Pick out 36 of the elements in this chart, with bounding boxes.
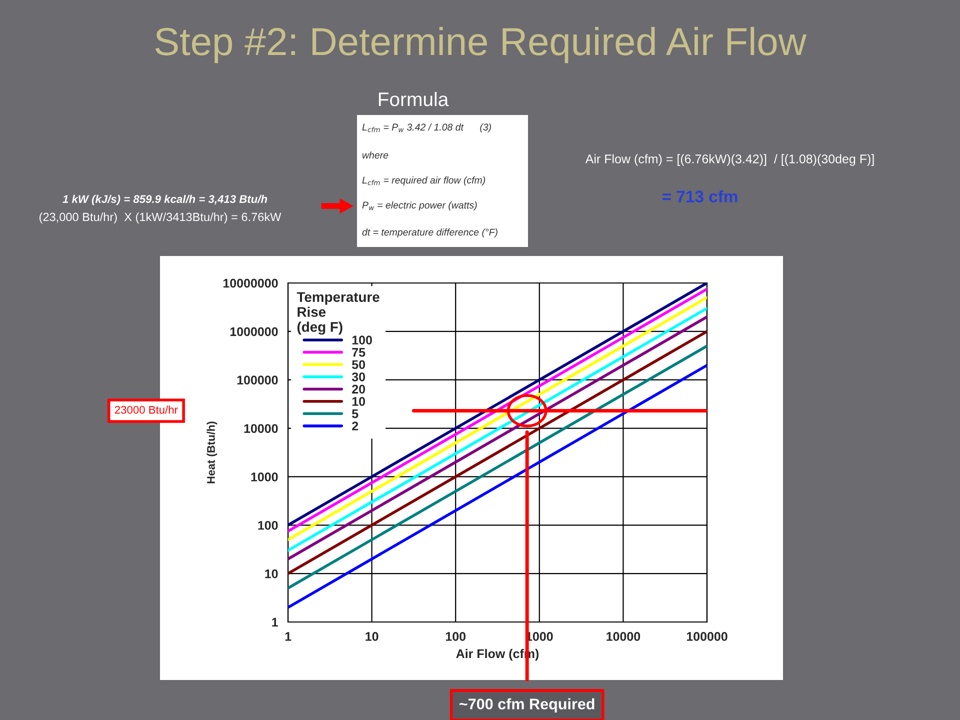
legend-label: 20	[352, 384, 366, 394]
legend-label: 30	[352, 372, 366, 382]
text: (23,000 Btu/hr) X (1kW/3413Btu/hr) = 6.76kW	[40, 212, 282, 224]
y-tick-label: 1000000	[230, 327, 278, 336]
text: where	[362, 151, 388, 159]
legend-title: Temperature Rise (deg F)	[296, 292, 380, 335]
ref-line-label: ~700 cfm Required	[460, 698, 594, 712]
chart-title: Step #2: Determine Required Air Flow	[155, 26, 807, 64]
legend-label: 50	[352, 360, 366, 370]
text: Formula	[378, 92, 449, 106]
legend-label: 100	[352, 336, 372, 344]
y-tick-label: 100	[258, 520, 278, 530]
text: 1 kW (kJ/s) = 859.9 kcal/h = 3,413 Btu/h	[62, 194, 268, 206]
x-tick-label: 10	[366, 632, 378, 641]
y-tick-label: 10000	[244, 424, 278, 433]
text: P$_{w}$ = electric power (watts)	[362, 201, 477, 210]
y-axis-title: Heat (Btu/h)	[206, 422, 218, 484]
x-tick-label: 100	[446, 632, 466, 641]
legend-label: 2	[352, 422, 358, 430]
x-tick-label: 1	[285, 632, 292, 641]
x-tick-label: 100000	[686, 632, 728, 641]
ref-line-label: 23000 Btu/hr	[114, 406, 178, 414]
x-tick-label: 10000	[606, 632, 640, 641]
y-tick-label: 1	[272, 618, 278, 627]
y-tick-label: 10	[265, 569, 278, 578]
text: L$_{cfm}$ = required air flow (cfm)	[362, 176, 486, 186]
text: L$_{cfm}$ = P$_{w}$ 3.42 / 1.08 dt (3)	[362, 123, 491, 132]
legend-label: 10	[352, 397, 366, 406]
legend-label: 75	[352, 348, 366, 357]
text: = 713 cfm	[662, 190, 738, 202]
legend-label: 5	[352, 409, 358, 418]
y-tick-label: 10000000	[223, 278, 278, 288]
text: dt = temperature difference (°F)	[362, 228, 498, 238]
text: Air Flow (cfm) = [(6.76kW)(3.42)] / [(1.08)(30deg F)]	[585, 154, 874, 166]
y-tick-label: 100000	[237, 376, 278, 385]
y-tick-label: 1000	[251, 472, 278, 482]
